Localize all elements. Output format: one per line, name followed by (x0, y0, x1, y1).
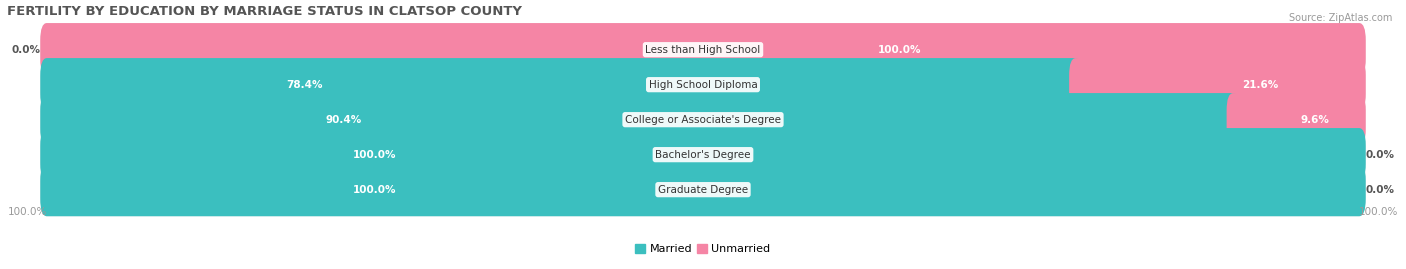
Text: Graduate Degree: Graduate Degree (658, 185, 748, 195)
Text: 0.0%: 0.0% (1365, 150, 1395, 160)
Text: 0.0%: 0.0% (11, 45, 41, 55)
FancyBboxPatch shape (41, 163, 1365, 216)
FancyBboxPatch shape (1226, 93, 1365, 146)
Text: Less than High School: Less than High School (645, 45, 761, 55)
Text: 100.0%: 100.0% (353, 185, 396, 195)
Text: 9.6%: 9.6% (1301, 115, 1330, 125)
Text: FERTILITY BY EDUCATION BY MARRIAGE STATUS IN CLATSOP COUNTY: FERTILITY BY EDUCATION BY MARRIAGE STATU… (7, 5, 523, 18)
Text: 90.4%: 90.4% (325, 115, 361, 125)
Legend: Married, Unmarried: Married, Unmarried (631, 240, 775, 259)
FancyBboxPatch shape (41, 58, 1365, 111)
Text: 100.0%: 100.0% (353, 150, 396, 160)
FancyBboxPatch shape (41, 163, 1365, 216)
FancyBboxPatch shape (41, 93, 1240, 146)
FancyBboxPatch shape (41, 93, 1365, 146)
Text: 21.6%: 21.6% (1241, 80, 1278, 90)
Text: College or Associate's Degree: College or Associate's Degree (626, 115, 780, 125)
Text: Source: ZipAtlas.com: Source: ZipAtlas.com (1288, 13, 1392, 23)
FancyBboxPatch shape (41, 128, 1365, 181)
Text: 100.0%: 100.0% (7, 207, 46, 217)
FancyBboxPatch shape (1069, 58, 1365, 111)
Text: 100.0%: 100.0% (879, 45, 921, 55)
FancyBboxPatch shape (41, 23, 1365, 76)
Text: 78.4%: 78.4% (285, 80, 322, 90)
FancyBboxPatch shape (41, 23, 1365, 76)
Text: 0.0%: 0.0% (1365, 185, 1395, 195)
FancyBboxPatch shape (41, 128, 1365, 181)
Text: Bachelor's Degree: Bachelor's Degree (655, 150, 751, 160)
Text: 100.0%: 100.0% (1360, 207, 1399, 217)
Text: High School Diploma: High School Diploma (648, 80, 758, 90)
FancyBboxPatch shape (41, 58, 1083, 111)
